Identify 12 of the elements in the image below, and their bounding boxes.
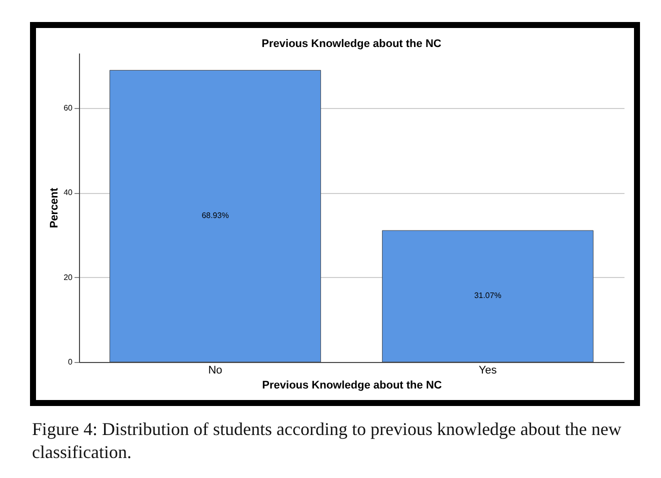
data-label: 68.93%	[202, 211, 229, 220]
data-label: 31.07%	[474, 291, 502, 300]
y-tick-label: 40	[64, 188, 74, 198]
y-axis-title: Percent	[48, 187, 61, 228]
y-tick-label: 20	[64, 272, 74, 282]
y-tick-label: 0	[68, 358, 74, 366]
caption: Figure 4: Distribution of students according to previous knowledge about the new classification.	[32, 418, 622, 463]
x-tick-label: Yes	[478, 364, 498, 376]
chart-title: Previous Knowledge about the NC	[262, 38, 442, 50]
y-tick-label: 60	[64, 104, 74, 113]
x-tick-label: No	[208, 364, 222, 376]
x-axis-title: Previous Knowledge about the NC	[262, 380, 442, 392]
